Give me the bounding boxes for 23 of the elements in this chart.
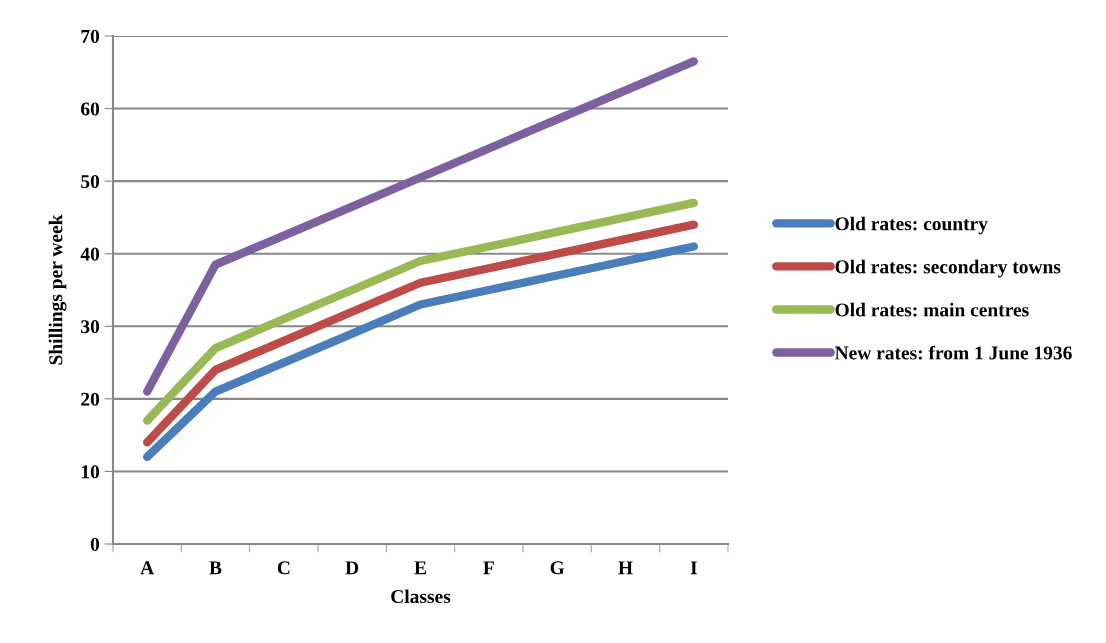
x-tick-label: B: [209, 561, 222, 575]
y-tick-label: 60: [81, 102, 100, 116]
y-tick-label: 30: [81, 320, 100, 334]
y-tick-label: 0: [90, 537, 100, 551]
y-tick-label: 10: [81, 465, 100, 479]
y-axis-title: Shillings per week: [48, 214, 67, 365]
y-tick-label: 50: [81, 174, 100, 189]
legend-label: Old rates: main centres: [835, 302, 1029, 317]
y-tick-label: 70: [81, 29, 100, 43]
y-tick-label: 40: [80, 247, 100, 261]
legend-label: Old rates: country: [835, 216, 988, 235]
x-tick-label: F: [483, 561, 494, 575]
x-tick-label: A: [140, 561, 155, 575]
x-tick-label: G: [550, 561, 565, 575]
x-axis-title: Classes: [391, 589, 451, 604]
y-tick-label: 20: [81, 392, 100, 406]
legend-label: New rates: from 1 June 1936: [834, 345, 1072, 360]
x-tick-label: D: [345, 561, 359, 575]
x-tick-label: E: [414, 561, 426, 575]
legend-label: Old rates: secondary towns: [835, 259, 1061, 278]
x-tick-label: C: [277, 561, 290, 575]
x-tick-label: H: [618, 561, 633, 575]
x-tick-label: I: [690, 561, 697, 575]
